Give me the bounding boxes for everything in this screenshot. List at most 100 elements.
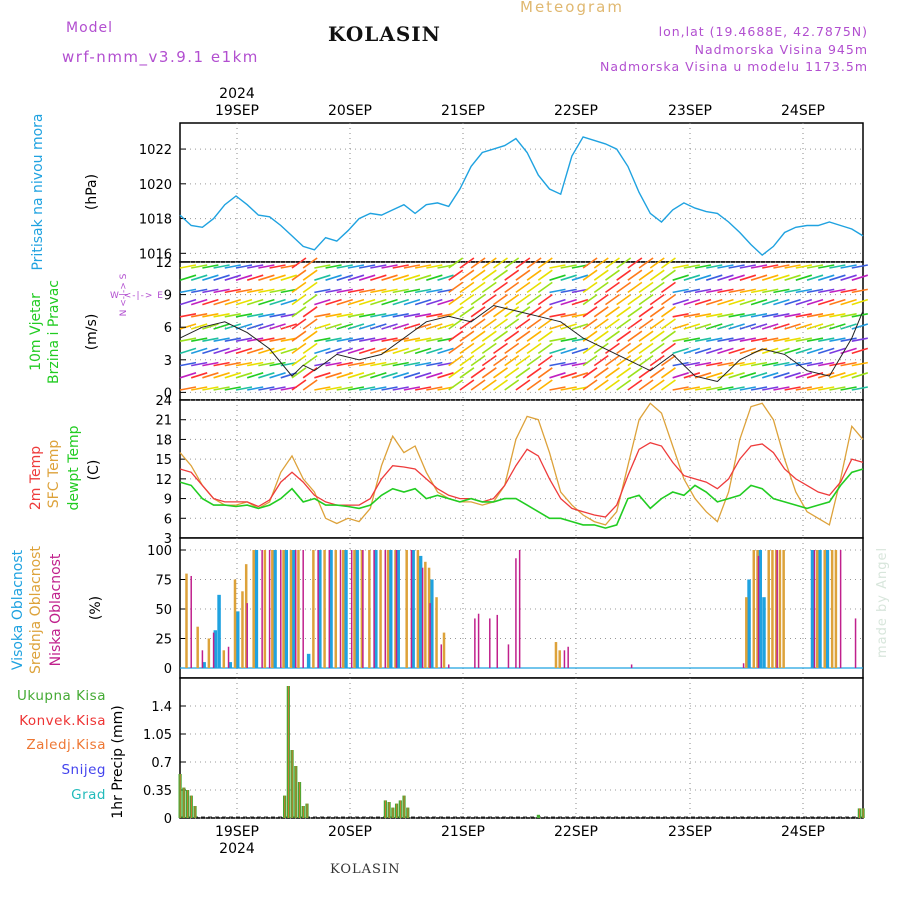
cloud-bar [344,550,348,668]
cloud-bar [758,550,762,668]
cloud-bar [227,646,230,668]
wind-barb [246,298,264,306]
wind-barb [448,318,464,330]
wind-barb [593,379,609,391]
wind-barb [795,264,812,269]
wind-barb [773,274,790,281]
wind-barb [773,372,790,379]
wind-barb [470,269,486,281]
wind-barb [392,337,409,342]
wind-barb [370,386,387,391]
wind-barb [504,330,520,342]
cloud-bar [386,550,390,668]
wind-barb [683,274,701,281]
dewpoint-line [179,468,864,529]
wind-barb [403,347,421,355]
wind-barb [649,330,665,342]
precip-unit-label: 1hr Precip (mm) [110,705,126,818]
wind-barb [717,264,734,269]
wind-barb [605,257,620,269]
wind-barb [840,298,857,306]
wind-barb [773,361,790,367]
wind-barb [672,372,689,379]
wind-barb [403,386,421,391]
wind-barb [593,367,609,379]
wind-barb [784,323,801,330]
wind-ytick-label: 6 [164,321,172,336]
wind-barb [481,269,497,281]
wind-barb [851,361,868,367]
wind-barb [325,337,342,342]
wind-barb [773,264,790,269]
wind-barb [414,386,432,391]
wind-barb [739,337,756,342]
wind-barb [202,313,219,318]
wind-barb [448,293,464,306]
wind-ytick-label: 9 [164,289,172,304]
top-day-label: 19SEP [215,103,259,119]
wind-barb [851,372,869,379]
wind-barb [280,274,298,281]
cloud-bar [839,550,842,668]
wind-barb [459,379,475,391]
wind-barb [414,361,432,367]
wind-barb [414,372,432,379]
wind-barb [291,257,307,269]
wind-barb [672,386,689,391]
wind-barb [314,323,331,330]
cloud-bar [362,550,364,668]
wind-barb [605,281,620,294]
wind-barb [582,342,598,355]
wind-barb [817,323,835,330]
wind-barb [202,323,219,330]
wind-barb [426,347,443,355]
wind-barb [403,264,421,269]
wind-barb [706,288,723,294]
wind-barb [829,386,846,391]
wind-barb [728,323,745,330]
sfc-temp-line [179,402,864,526]
wind-barb [605,330,620,342]
wind-barb [840,372,857,379]
wind-barb [537,342,553,355]
wind-barb [269,386,286,391]
wind-barb [829,337,846,342]
wind-barb [504,306,520,318]
wind-barb [526,281,542,294]
cloud-bar [757,555,760,668]
wind-barb [560,337,577,342]
wind-barb [582,281,598,294]
wind-barb [728,274,745,281]
wind-barb [291,318,307,330]
wind-barb [818,386,835,391]
precip-legend-label: Ukupna Kisa [17,688,106,704]
wind-barb [381,288,398,294]
wind-barb [359,288,376,294]
wind-barb [202,372,219,379]
wind-barb [649,269,665,281]
wind-barb [414,274,432,281]
wind-barb [459,269,475,281]
wind-barb [851,264,868,269]
cloud-bar [318,550,322,668]
wind-barb [280,347,298,355]
temperature-ytick-label: 21 [155,414,172,429]
cloud-bar [341,550,345,668]
wind-barb [560,372,577,379]
wind-barb [246,323,264,330]
wind-barb [627,281,643,294]
precip-legend-label: Konvek.Kisa [19,713,106,729]
wind-barb [582,293,598,306]
wind-speed-line [179,304,864,383]
wind-barb [660,281,676,294]
wind-barb [392,264,409,269]
sfc-temp-ylabel: SFC Temp [46,440,62,509]
cloud-bar [776,550,778,668]
wind-barb [246,372,264,379]
wind-barb [190,274,208,281]
wind-barb [582,306,598,318]
made-by-watermark: made by Angel [872,547,892,658]
wind-barb [571,298,589,306]
wind-barb [717,313,734,318]
wind-barb [728,298,745,306]
